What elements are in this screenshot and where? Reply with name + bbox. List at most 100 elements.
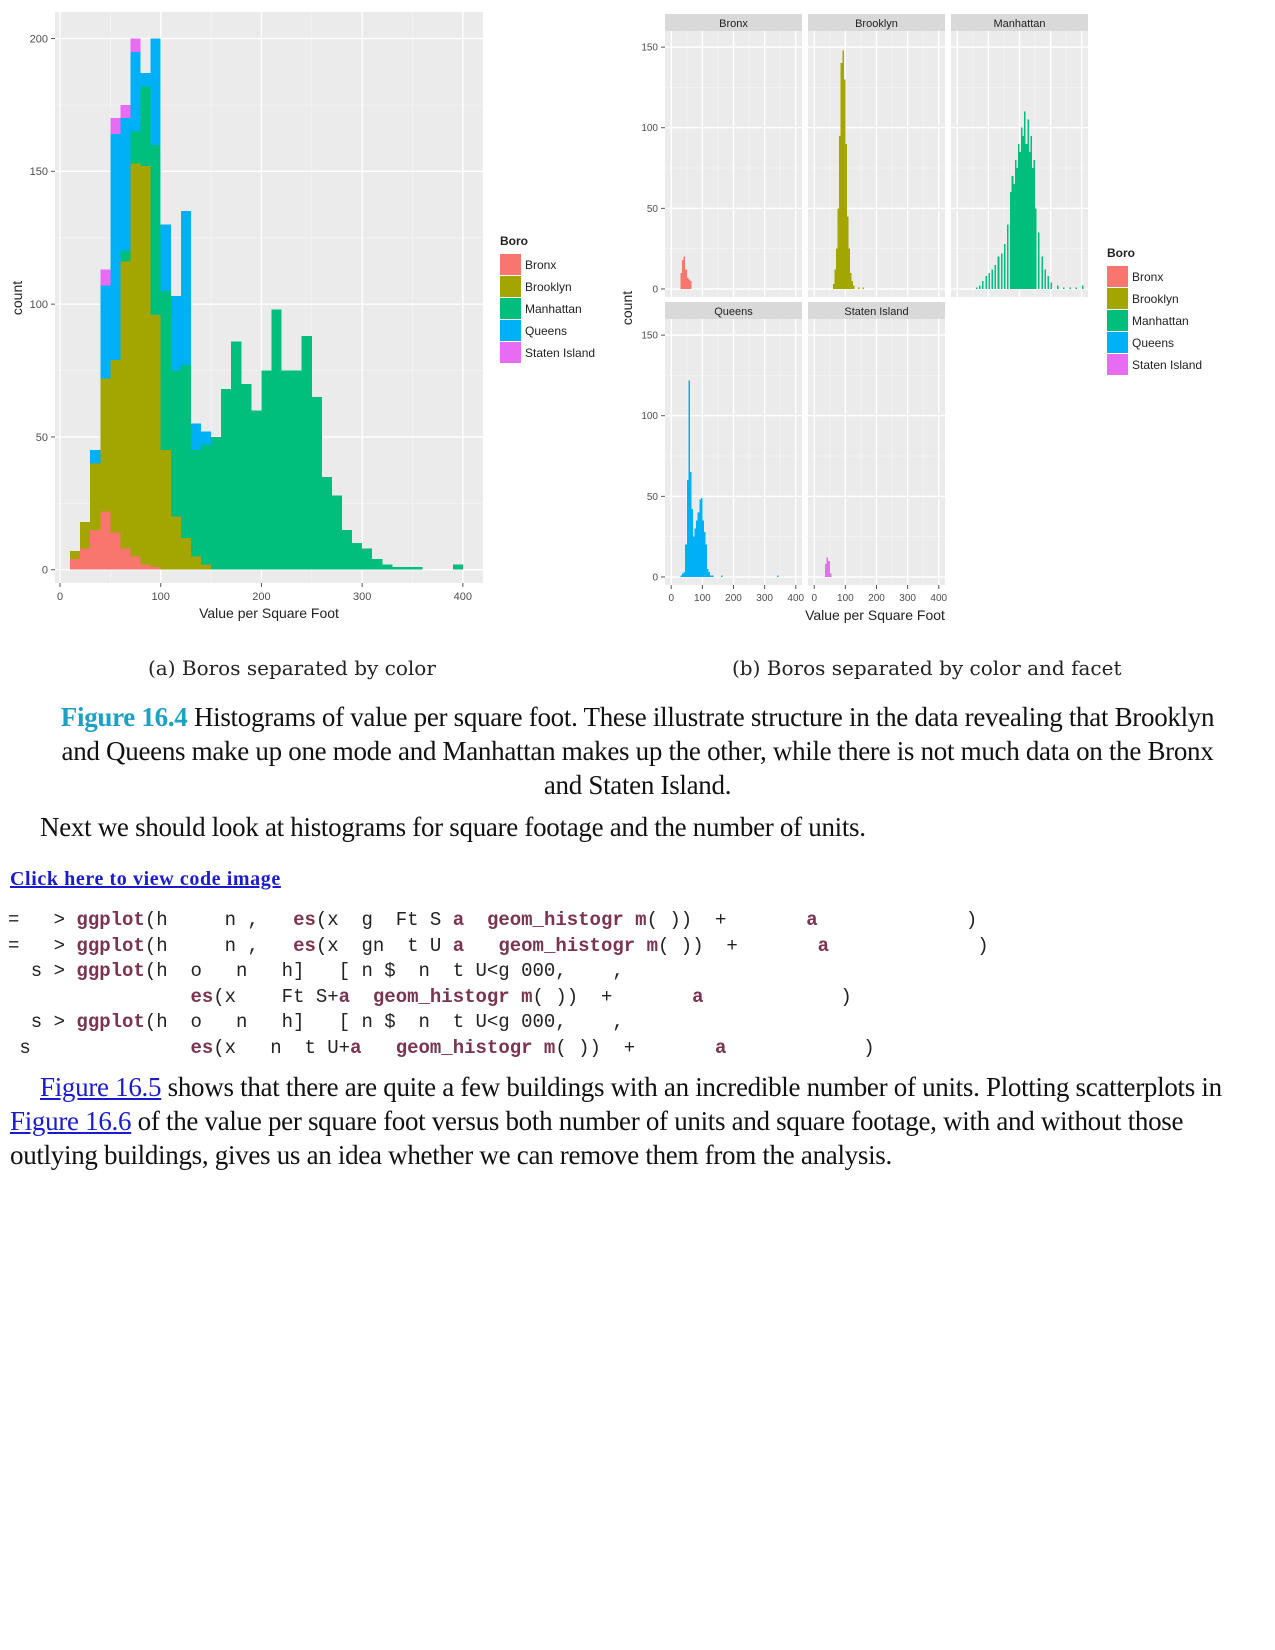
bar-manhattan	[1007, 224, 1009, 289]
facet-label-staten-island: Staten Island	[844, 306, 908, 318]
bar-manhattan	[1028, 151, 1031, 289]
bar-manhattan	[1014, 159, 1017, 289]
paragraph-2-text-1: shows that there are quite a few buildin…	[161, 1072, 1222, 1102]
code-keyword: a	[338, 985, 351, 1008]
figure-16-6-link[interactable]: Figure 16.6	[10, 1106, 132, 1136]
legend-label-staten-island: Staten Island	[525, 346, 595, 360]
y-tick-label: 50	[647, 204, 659, 215]
code-text	[464, 909, 487, 931]
bar-brooklyn	[857, 287, 860, 289]
bar-bronx	[688, 279, 690, 289]
subcaption-b: (b) Boros separated by color and facet	[732, 656, 1122, 680]
x-tick-label: 300	[353, 591, 371, 603]
legend-label-brooklyn: Brooklyn	[525, 280, 572, 294]
bar-queens	[697, 512, 700, 577]
facet-label-brooklyn: Brooklyn	[855, 18, 898, 30]
figure-16-5-link[interactable]: Figure 16.5	[40, 1072, 162, 1102]
x-tick-label: 400	[930, 593, 947, 604]
view-code-image-link[interactable]: Click here to view code image	[10, 868, 281, 890]
x-tick-label: 200	[725, 593, 742, 604]
code-keyword: a	[452, 934, 465, 957]
bar-queens	[201, 431, 212, 445]
bar-manhattan	[1033, 159, 1036, 289]
bar-queens	[140, 73, 151, 87]
bar-queens	[710, 575, 712, 577]
code-line: = > ggplot(h n , es(x g Ft S a geom_hist…	[8, 909, 977, 931]
bar-staten-island	[120, 104, 131, 119]
x-tick-label: 400	[454, 591, 472, 603]
bar-manhattan	[271, 309, 282, 570]
bar-bronx	[150, 567, 161, 570]
code-keyword: es	[190, 985, 214, 1008]
bar-brooklyn	[853, 285, 855, 289]
bar-queens	[694, 528, 697, 577]
bar-queens	[110, 134, 121, 360]
paragraph-2-text-2: of the value per square foot versus both…	[10, 1106, 1184, 1170]
y-axis-label: count	[9, 281, 25, 315]
code-text: s >	[8, 960, 77, 982]
code-line: es(x Ft S+a geom_histogr m( )) + a )	[8, 985, 852, 1008]
code-keyword: a	[806, 909, 818, 931]
legend-key-brooklyn	[500, 276, 521, 297]
code-keyword: geom_histogr m	[372, 985, 533, 1008]
bar-staten-island	[100, 269, 111, 286]
bar-bronx	[140, 564, 151, 570]
legend-key-queens	[500, 320, 521, 341]
code-keyword: es	[190, 1036, 214, 1059]
code-block: = > ggplot(h n , es(x g Ft S a geom_hist…	[8, 908, 989, 1061]
code-text: )	[817, 909, 978, 931]
code-keyword: es	[293, 934, 316, 957]
bar-bronx	[90, 529, 101, 570]
code-text: ( )) +	[532, 985, 693, 1008]
bar-brooklyn	[846, 216, 849, 289]
bar-manhattan	[402, 567, 413, 570]
code-keyword: a	[452, 909, 465, 931]
bar-brooklyn	[843, 79, 846, 289]
legend-label-bronx: Bronx	[525, 258, 556, 272]
bar-bronx	[689, 280, 692, 289]
code-text: (x Ft S+	[213, 985, 339, 1008]
facet-label-queens: Queens	[714, 306, 753, 318]
bar-manhattan	[201, 444, 212, 565]
paragraph-2: Figure 16.5 shows that there are quite a…	[10, 1070, 1225, 1172]
bar-brooklyn	[832, 284, 835, 289]
bar-brooklyn	[840, 63, 843, 289]
bar-queens	[702, 520, 704, 577]
code-text: (x g Ft S	[315, 909, 453, 931]
y-axis-label: count	[620, 291, 635, 325]
code-keyword: geom_histogr m	[486, 909, 647, 931]
bar-manhattan	[1011, 176, 1014, 289]
bar-staten-island	[825, 564, 827, 577]
bar-brooklyn	[837, 208, 840, 289]
code-text: ( )) +	[646, 909, 807, 931]
legend-key-queens	[1107, 332, 1128, 353]
bar-manhattan	[190, 450, 202, 557]
code-text: (x n t U+	[213, 1036, 351, 1059]
bar-manhattan	[412, 567, 423, 570]
x-tick-label: 0	[57, 591, 63, 603]
x-tick-label: 300	[756, 593, 773, 604]
bar-queens	[150, 38, 161, 145]
bar-bronx	[683, 256, 686, 289]
legend-title: Boro	[1107, 246, 1135, 260]
bar-manhattan	[1081, 285, 1084, 289]
code-text: )	[703, 985, 852, 1008]
code-text: (h n ,	[144, 934, 294, 957]
code-text: )	[726, 1036, 875, 1059]
legend-label-queens: Queens	[1132, 336, 1174, 350]
bar-manhattan	[1063, 287, 1065, 289]
bar-brooklyn	[170, 516, 181, 570]
legend-label-queens: Queens	[525, 324, 567, 338]
bar-brooklyn	[845, 143, 847, 289]
bar-manhattan	[1027, 119, 1029, 289]
bar-queens	[100, 285, 111, 379]
bar-manhattan	[1003, 243, 1006, 289]
bar-manhattan	[211, 436, 222, 570]
histogram-by-color: 0 100 200 300 400 0 50 100 150 200 Value per Squar…	[9, 12, 595, 621]
bar-manhattan	[1000, 253, 1003, 289]
bar-bronx	[686, 277, 689, 289]
bar-brooklyn	[851, 280, 854, 289]
figure-caption: Figure 16.4 Histograms of value per squa…	[40, 700, 1235, 802]
bar-manhattan	[1031, 168, 1034, 289]
bar-queens	[90, 450, 101, 464]
